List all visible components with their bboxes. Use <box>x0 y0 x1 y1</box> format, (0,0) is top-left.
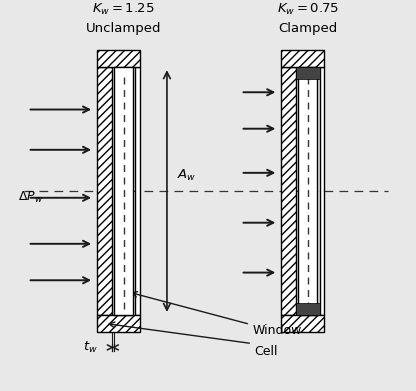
Bar <box>97 315 140 332</box>
Text: $K_w = 0.75$: $K_w = 0.75$ <box>277 2 339 17</box>
Text: Window: Window <box>252 324 302 337</box>
Bar <box>114 67 133 315</box>
Text: Unclamped: Unclamped <box>86 22 161 36</box>
Text: $t_w$: $t_w$ <box>83 340 98 355</box>
Text: $\Delta P_w$: $\Delta P_w$ <box>18 190 43 205</box>
Bar <box>281 315 324 332</box>
Text: $K_w = 1.25$: $K_w = 1.25$ <box>92 2 155 17</box>
Bar <box>298 67 317 315</box>
Text: $A_w$: $A_w$ <box>176 168 196 183</box>
Bar <box>319 67 324 315</box>
Bar <box>281 67 296 315</box>
Bar <box>97 67 111 315</box>
Bar <box>281 50 324 67</box>
Bar <box>136 67 140 315</box>
Text: Clamped: Clamped <box>278 22 337 36</box>
Bar <box>97 50 140 67</box>
Text: Cell: Cell <box>254 345 277 358</box>
Bar <box>296 67 319 79</box>
Bar <box>296 303 319 315</box>
